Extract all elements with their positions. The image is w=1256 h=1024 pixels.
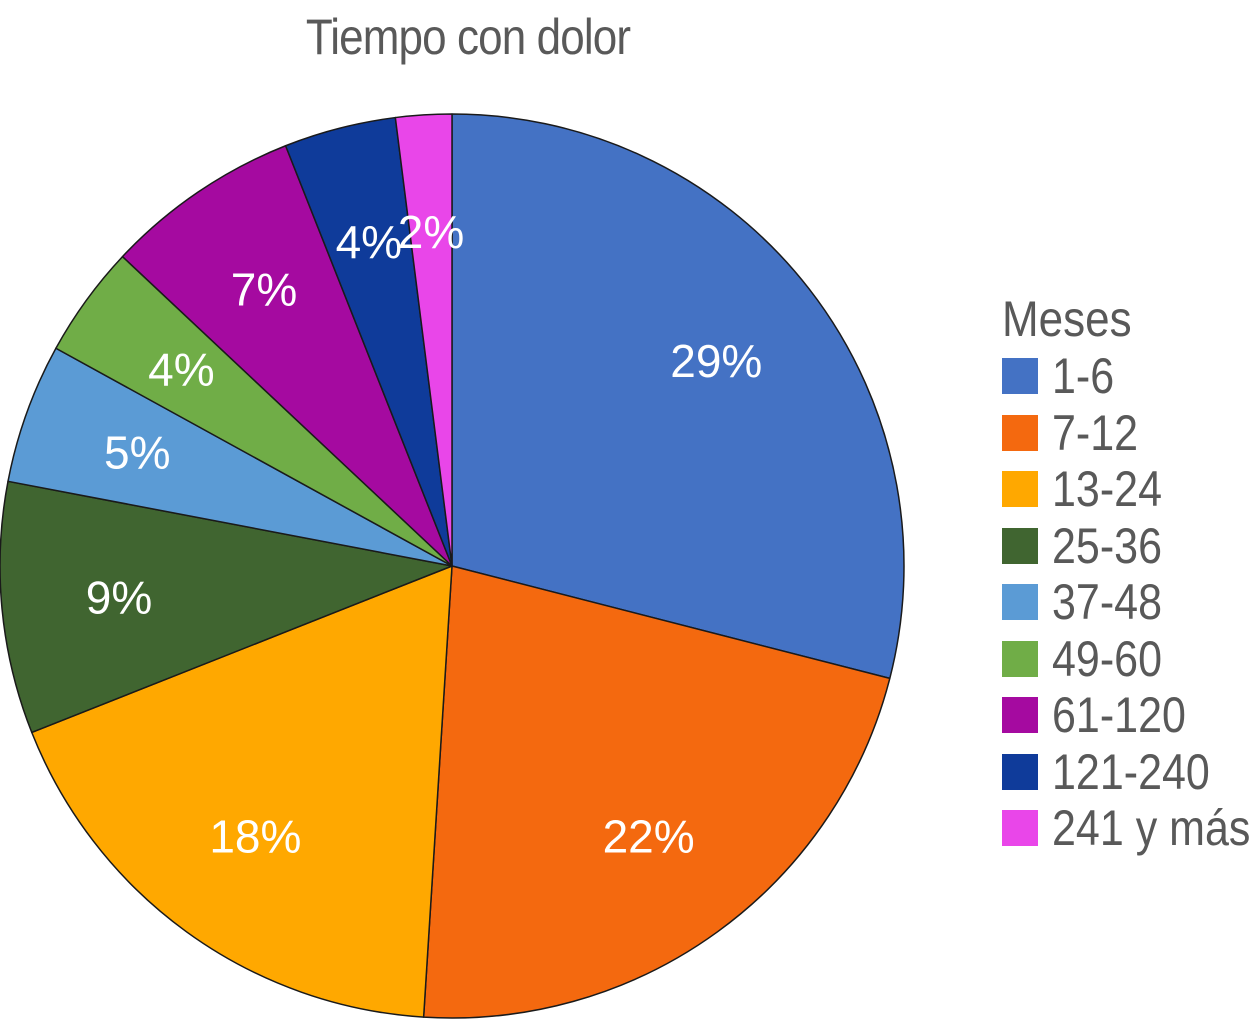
slice-label: 4%	[148, 343, 214, 395]
legend-label: 241 y más	[1052, 800, 1251, 857]
legend-label: 37-48	[1052, 574, 1162, 631]
slice-label: 29%	[670, 335, 762, 387]
legend-item: 61-120	[1002, 687, 1256, 744]
pie-slice-61-120	[121, 144, 453, 567]
legend-label: 121-240	[1052, 743, 1210, 800]
legend-label: 7-12	[1052, 404, 1139, 461]
slice-label: 7%	[231, 263, 297, 315]
slice-label: 5%	[104, 427, 170, 479]
legend: Meses 1-6 7-12 13-24 25-36 37-48 49-60 61-120 1…	[1002, 290, 1256, 857]
pie-slice-25-36	[0, 480, 453, 734]
pie-slice-241-y-m-s	[394, 113, 453, 567]
legend-label: 49-60	[1052, 630, 1162, 687]
legend-swatch	[1002, 358, 1038, 395]
chart-title: Tiempo con dolor	[305, 9, 631, 65]
legend-item: 25-36	[1002, 518, 1256, 575]
pie-slices	[0, 113, 905, 1019]
pie-slice-13-24	[30, 565, 453, 1018]
legend-swatch	[1002, 697, 1038, 734]
legend-label: 25-36	[1052, 517, 1162, 574]
legend-item: 49-60	[1002, 631, 1256, 688]
legend-swatch	[1002, 414, 1038, 451]
legend-item: 121-240	[1002, 744, 1256, 801]
legend-items: 1-6 7-12 13-24 25-36 37-48 49-60 61-120 121-240…	[1002, 348, 1256, 857]
pie-slice-7-12	[422, 565, 891, 1019]
pie-slice-1-6	[451, 113, 905, 680]
legend-label: 1-6	[1052, 348, 1115, 405]
legend-swatch	[1002, 640, 1038, 677]
pie-slice-37-48	[7, 347, 453, 567]
legend-label: 13-24	[1052, 461, 1162, 518]
legend-item: 1-6	[1002, 348, 1256, 405]
legend-title: Meses	[1002, 291, 1132, 347]
legend-swatch	[1002, 753, 1038, 790]
legend-label: 61-120	[1052, 687, 1186, 744]
legend-item: 37-48	[1002, 574, 1256, 631]
legend-item: 13-24	[1002, 461, 1256, 518]
slice-label: 22%	[603, 811, 695, 863]
legend-swatch	[1002, 810, 1038, 847]
legend-swatch	[1002, 584, 1038, 621]
slice-label: 4%	[336, 216, 402, 268]
legend-item: 241 y más	[1002, 800, 1256, 857]
legend-swatch	[1002, 471, 1038, 508]
legend-swatch	[1002, 527, 1038, 564]
slice-label: 9%	[86, 571, 152, 623]
slice-label: 2%	[398, 206, 464, 258]
pie-slice-labels: 29%22%18%9%5%4%7%4%2%	[86, 206, 763, 862]
slice-label: 18%	[209, 811, 301, 863]
legend-item: 7-12	[1002, 405, 1256, 462]
